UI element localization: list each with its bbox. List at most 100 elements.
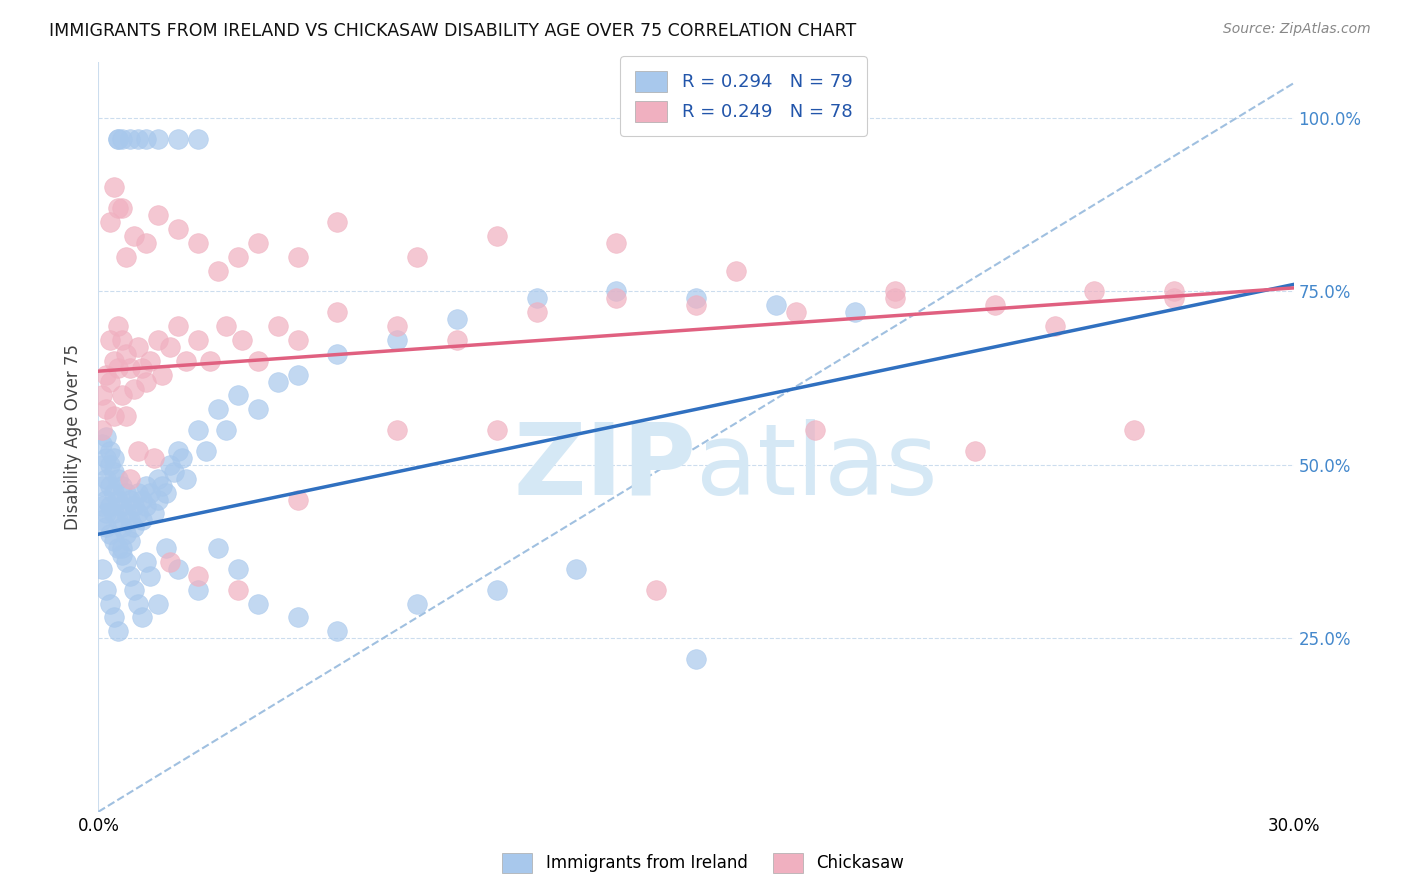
Point xyxy=(155,485,177,500)
Legend: Immigrants from Ireland, Chickasaw: Immigrants from Ireland, Chickasaw xyxy=(496,847,910,880)
Point xyxy=(107,492,129,507)
Point xyxy=(103,534,125,549)
Point xyxy=(159,340,181,354)
Point xyxy=(139,485,162,500)
Point xyxy=(685,291,707,305)
Point xyxy=(765,298,787,312)
Point xyxy=(143,450,166,465)
Point xyxy=(187,132,209,146)
Point xyxy=(187,569,209,583)
Point xyxy=(96,430,118,444)
Point xyxy=(267,319,290,334)
Point xyxy=(120,569,142,583)
Point xyxy=(120,360,142,375)
Point xyxy=(107,472,129,486)
Point xyxy=(111,500,134,514)
Point xyxy=(246,402,269,417)
Point xyxy=(103,507,125,521)
Point xyxy=(207,263,229,277)
Point xyxy=(724,263,747,277)
Point xyxy=(115,485,138,500)
Point xyxy=(135,478,157,492)
Point xyxy=(135,555,157,569)
Point xyxy=(135,132,157,146)
Point xyxy=(127,340,149,354)
Point xyxy=(446,312,468,326)
Point xyxy=(98,375,122,389)
Point xyxy=(135,235,157,250)
Point xyxy=(148,492,170,507)
Point xyxy=(226,250,249,264)
Point xyxy=(984,298,1007,312)
Point xyxy=(150,478,173,492)
Point xyxy=(103,610,125,624)
Text: Source: ZipAtlas.com: Source: ZipAtlas.com xyxy=(1223,22,1371,37)
Point xyxy=(127,485,149,500)
Point xyxy=(98,215,122,229)
Point xyxy=(103,485,125,500)
Point xyxy=(96,492,118,507)
Point xyxy=(107,513,129,527)
Point xyxy=(195,444,218,458)
Point xyxy=(91,388,114,402)
Point xyxy=(446,333,468,347)
Point xyxy=(103,353,125,368)
Point xyxy=(98,333,122,347)
Point xyxy=(127,132,149,146)
Point xyxy=(287,610,309,624)
Point xyxy=(207,541,229,555)
Point xyxy=(127,597,149,611)
Point xyxy=(215,423,238,437)
Point xyxy=(124,382,146,396)
Point xyxy=(135,375,157,389)
Point xyxy=(174,353,197,368)
Point xyxy=(159,555,181,569)
Point xyxy=(385,333,409,347)
Point xyxy=(107,132,129,146)
Point xyxy=(98,500,122,514)
Point xyxy=(844,305,866,319)
Point xyxy=(107,360,129,375)
Point xyxy=(124,228,146,243)
Point xyxy=(215,319,238,334)
Y-axis label: Disability Age Over 75: Disability Age Over 75 xyxy=(65,344,83,530)
Point xyxy=(963,444,986,458)
Point xyxy=(605,291,627,305)
Point xyxy=(385,319,409,334)
Point xyxy=(124,500,146,514)
Point xyxy=(91,562,114,576)
Point xyxy=(107,541,129,555)
Point xyxy=(91,423,114,437)
Point xyxy=(385,423,409,437)
Point xyxy=(287,333,309,347)
Point xyxy=(167,319,190,334)
Point xyxy=(174,472,197,486)
Point xyxy=(107,624,129,639)
Point xyxy=(287,250,309,264)
Text: IMMIGRANTS FROM IRELAND VS CHICKASAW DISABILITY AGE OVER 75 CORRELATION CHART: IMMIGRANTS FROM IRELAND VS CHICKASAW DIS… xyxy=(49,22,856,40)
Point xyxy=(120,472,142,486)
Point xyxy=(111,201,134,215)
Point xyxy=(1043,319,1066,334)
Point xyxy=(406,250,429,264)
Legend: R = 0.294   N = 79, R = 0.249   N = 78: R = 0.294 N = 79, R = 0.249 N = 78 xyxy=(620,56,868,136)
Point xyxy=(111,132,134,146)
Point xyxy=(107,201,129,215)
Point xyxy=(139,353,162,368)
Point xyxy=(103,409,125,424)
Point xyxy=(98,444,122,458)
Point xyxy=(1163,291,1185,305)
Point xyxy=(226,562,249,576)
Point xyxy=(91,500,114,514)
Point xyxy=(267,375,290,389)
Point xyxy=(485,423,508,437)
Point xyxy=(124,520,146,534)
Point xyxy=(167,444,190,458)
Point xyxy=(148,132,170,146)
Point xyxy=(91,513,114,527)
Point xyxy=(148,597,170,611)
Point xyxy=(645,582,668,597)
Point xyxy=(246,353,269,368)
Point xyxy=(120,132,142,146)
Point xyxy=(326,215,349,229)
